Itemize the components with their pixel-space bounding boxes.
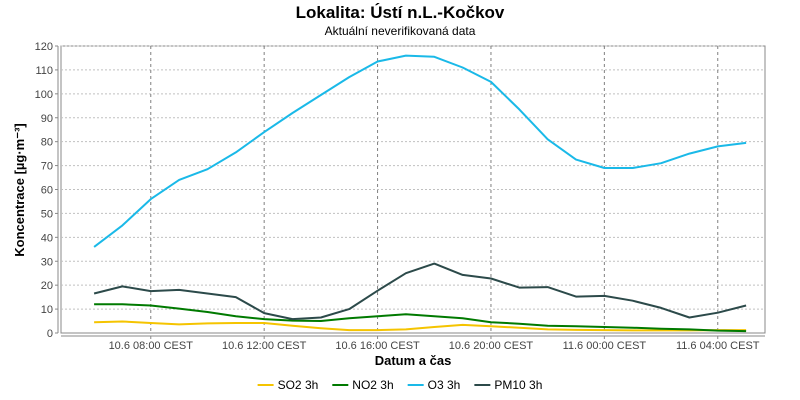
series-line-pm10-3h [93,262,747,321]
legend-label: SO2 3h [278,378,319,392]
y-tick-label: 0 [47,328,53,340]
legend-item-so2-3h: SO2 3h [257,378,319,392]
y-tick-label: 60 [41,185,53,197]
y-tick-label: 20 [41,280,53,292]
series-line-no2-3h [94,303,747,333]
y-tick-label: 40 [41,232,53,244]
legend: SO2 3h NO2 3h O3 3h PM10 3h [257,378,542,392]
legend-item-pm10-3h: PM10 3h [474,378,542,392]
legend-label: NO2 3h [352,378,393,392]
y-axis: 0 10 20 30 40 50 60 70 80 90 100 110 120 [35,41,59,340]
y-axis-label: Koncentrace [µg·m⁻³] [12,123,27,257]
series-line-o3-3h [93,54,747,248]
series-line-so2-3h [94,320,747,332]
y-tick-label: 90 [41,113,53,125]
y-tick-label: 110 [35,65,53,77]
y-tick-label: 10 [41,304,53,316]
y-tick-label: 80 [41,137,53,149]
x-tick-label: 11.6 04:00 CEST [676,340,760,352]
x-tick-label: 10.6 16:00 CEST [335,340,420,352]
series-lines [93,54,747,333]
legend-label: O3 3h [428,378,461,392]
x-tick-label: 10.6 08:00 CEST [109,340,194,352]
chart-title: Lokalita: Ústí n.L.-Kočkov [296,3,505,22]
legend-label: PM10 3h [494,378,542,392]
x-tick-label: 11.6 00:00 CEST [563,340,647,352]
y-tick-label: 120 [35,41,53,53]
x-tick-label: 10.6 12:00 CEST [222,340,307,352]
chart-subtitle: Aktuální neverifikovaná data [325,24,476,38]
x-tick-label: 10.6 20:00 CEST [449,340,534,352]
y-tick-label: 70 [41,161,53,173]
y-tick-label: 30 [41,256,53,268]
y-tick-label: 50 [41,208,53,220]
y-tick-label: 100 [35,89,53,101]
x-axis: 10.6 08:00 CEST 10.6 12:00 CEST 10.6 16:00… [61,335,765,352]
legend-item-no2-3h: NO2 3h [332,378,394,392]
legend-item-o3-3h: O3 3h [407,378,461,392]
x-axis-label: Datum a čas [375,353,452,368]
